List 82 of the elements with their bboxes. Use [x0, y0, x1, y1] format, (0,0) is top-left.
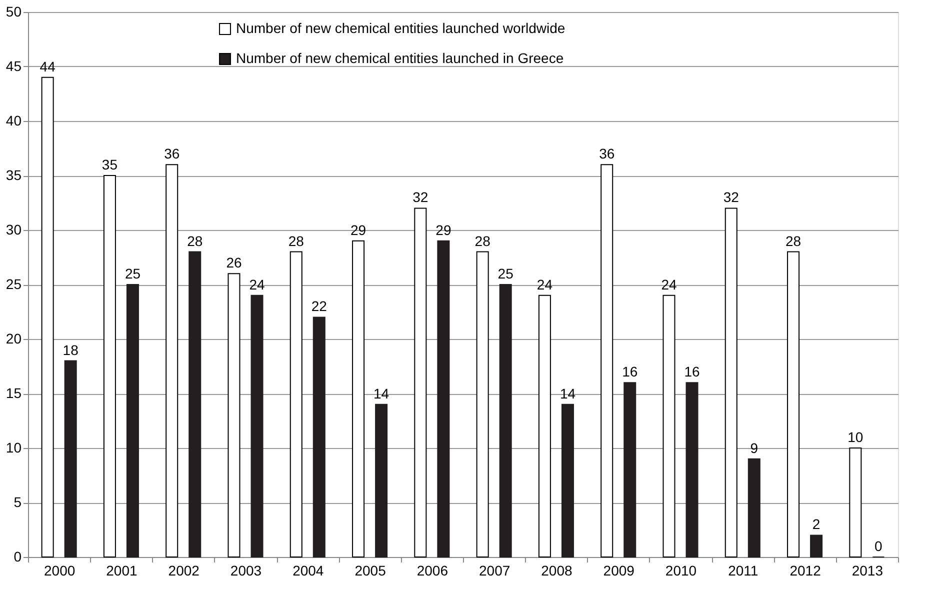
- bar: [228, 273, 240, 558]
- data-label: 25: [124, 266, 141, 282]
- x-tick-label: 2005: [354, 562, 386, 578]
- bar: [437, 240, 450, 558]
- y-tick-label: 15: [6, 385, 22, 401]
- data-label: 32: [412, 189, 428, 206]
- y-tick-label: 5: [14, 494, 22, 510]
- y-tick-label: 0: [14, 548, 22, 564]
- x-tick-label: 2011: [728, 562, 758, 578]
- bar: [748, 458, 760, 558]
- bar: [662, 294, 676, 558]
- bar: [126, 284, 139, 558]
- bar: [64, 360, 77, 558]
- data-label: 18: [62, 342, 79, 358]
- bar: [686, 382, 698, 558]
- bar: [849, 448, 862, 558]
- x-tick-label: 2013: [852, 562, 884, 578]
- bar: [561, 404, 574, 558]
- y-tick-label: 10: [6, 440, 22, 456]
- x-tick-label: 2012: [790, 562, 822, 578]
- x-tick-label: 2006: [416, 562, 448, 578]
- bar: [600, 164, 614, 558]
- data-label: 35: [102, 156, 118, 172]
- data-label: 26: [226, 254, 242, 271]
- x-tick-label: 2009: [603, 562, 635, 578]
- data-label: 22: [311, 298, 328, 314]
- bar: [166, 164, 178, 558]
- bar: [810, 534, 823, 558]
- y-tick-label: 30: [6, 222, 22, 238]
- x-tick-label: 2002: [168, 562, 200, 578]
- x-tick-label: 2008: [541, 562, 572, 578]
- bar: [375, 404, 388, 558]
- data-label: 28: [187, 232, 203, 249]
- data-label: 36: [599, 146, 615, 162]
- data-label: 24: [536, 276, 553, 292]
- data-label: 36: [164, 146, 180, 162]
- x-tick-label: 2004: [292, 562, 324, 578]
- data-label: 25: [498, 266, 514, 282]
- data-label: 44: [40, 58, 56, 74]
- x-tick-label: 2007: [478, 562, 510, 578]
- data-label: 16: [684, 364, 700, 380]
- data-label: 16: [622, 364, 638, 380]
- x-tick-label: 2010: [665, 562, 697, 578]
- data-label: 14: [560, 385, 576, 402]
- y-tick-label: 45: [6, 58, 22, 74]
- data-label: 32: [723, 189, 740, 206]
- data-label: 24: [661, 276, 677, 292]
- data-label: 29: [436, 222, 452, 238]
- legend-label: Number of new chemical entities launched worldwide: [236, 20, 566, 36]
- data-label: 24: [249, 276, 266, 292]
- y-tick-label: 40: [6, 112, 22, 128]
- x-tick-label: 2003: [230, 562, 262, 578]
- data-label: 10: [848, 429, 864, 445]
- data-label: 28: [785, 232, 802, 249]
- data-label: 2: [812, 516, 820, 532]
- bar: [41, 76, 54, 558]
- bar: [103, 175, 116, 558]
- y-tick-label: 35: [6, 167, 22, 183]
- y-tick-label: 50: [6, 4, 22, 20]
- bar: [188, 251, 202, 558]
- bar: [352, 240, 365, 558]
- data-label: 9: [750, 440, 758, 456]
- x-tick-label: 2000: [44, 562, 76, 578]
- bar: [312, 316, 326, 558]
- bar: [250, 294, 264, 558]
- bar: [499, 284, 512, 558]
- bar: [476, 251, 489, 558]
- bar: [624, 382, 636, 558]
- bar: [724, 208, 738, 558]
- bar: [290, 251, 302, 558]
- bar: [538, 294, 551, 558]
- x-tick-label: 2001: [106, 562, 138, 578]
- legend-label: Number of new chemical entities launched in Greece: [236, 50, 564, 66]
- data-label: 29: [350, 222, 366, 238]
- data-label: 28: [474, 232, 491, 249]
- y-tick-label: 25: [6, 276, 22, 292]
- y-tick-label: 20: [6, 330, 22, 346]
- data-label: 28: [288, 232, 304, 249]
- data-label: 0: [874, 538, 883, 554]
- data-label: 14: [374, 385, 390, 402]
- bar: [787, 251, 800, 558]
- bar: [414, 208, 427, 558]
